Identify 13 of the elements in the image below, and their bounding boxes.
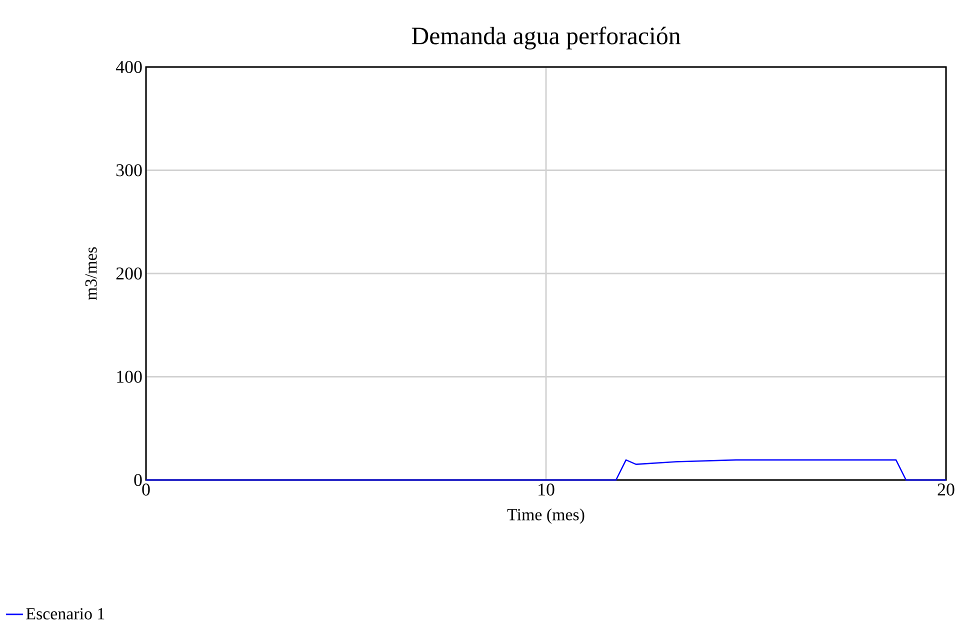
x-tick-label: 20 — [938, 484, 954, 496]
chart-title: Demanda agua perforación — [412, 26, 680, 50]
y-tick-label: 0 — [134, 474, 142, 486]
y-tick-label: 400 — [116, 60, 142, 74]
x-axis-title: Time (mes) — [507, 508, 584, 524]
y-axis-title: m3/mes — [85, 247, 97, 300]
y-tick-label: 300 — [116, 164, 142, 176]
line-series — [145, 459, 947, 481]
y-tick-label: 100 — [117, 370, 142, 383]
legend-label: Escenario 1 — [26, 608, 104, 620]
x-tick-label: 10 — [538, 484, 554, 496]
x-tick-label: 0 — [142, 484, 150, 496]
y-tick-label: 200 — [116, 267, 142, 280]
